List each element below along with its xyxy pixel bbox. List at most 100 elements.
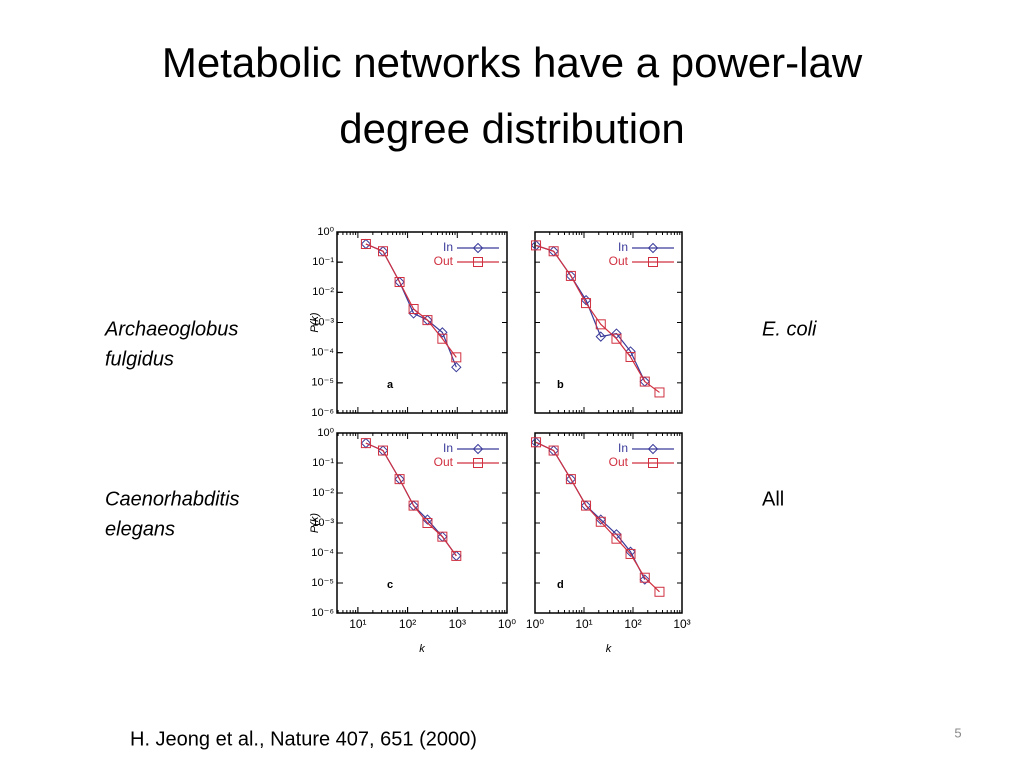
marker bbox=[611, 533, 622, 544]
y-tick-label: 10⁻⁶ bbox=[311, 407, 334, 419]
y-tick-label: 10⁻⁶ bbox=[311, 607, 334, 619]
marker bbox=[437, 333, 448, 344]
y-tick-label: 10⁰ bbox=[317, 427, 334, 439]
y-tick-label: 10⁻¹ bbox=[312, 256, 334, 268]
x-tick-label: 10¹ bbox=[575, 617, 592, 631]
y-tick-label: 10⁻² bbox=[312, 286, 334, 298]
marker bbox=[377, 246, 388, 257]
legend-label: In bbox=[443, 441, 453, 455]
x-tick-label: 10¹ bbox=[349, 617, 366, 631]
panel-letter: c bbox=[387, 579, 393, 591]
marker bbox=[451, 361, 462, 373]
citation: H. Jeong et al., Nature 407, 651 (2000) bbox=[130, 728, 477, 750]
y-tick-label: 10⁻⁵ bbox=[311, 577, 334, 589]
marker bbox=[531, 437, 542, 448]
marker bbox=[394, 474, 405, 485]
organism-label: Caenorhabditis bbox=[105, 488, 240, 510]
legend-label: In bbox=[618, 441, 628, 455]
marker bbox=[408, 304, 419, 315]
marker bbox=[422, 315, 433, 326]
y-tick-label: 10⁰ bbox=[317, 226, 334, 238]
y-tick-label: 10⁻³ bbox=[312, 316, 334, 328]
series-line bbox=[365, 243, 457, 358]
marker bbox=[451, 550, 462, 561]
marker bbox=[595, 516, 606, 527]
marker bbox=[639, 574, 650, 585]
x-tick-label: 10² bbox=[624, 617, 641, 631]
organism-label: fulgidus bbox=[105, 348, 174, 370]
panel-letter: a bbox=[387, 379, 394, 391]
series-line bbox=[535, 244, 660, 393]
marker bbox=[394, 277, 405, 288]
marker bbox=[548, 246, 559, 257]
marker bbox=[625, 548, 636, 559]
x-axis-label: k bbox=[419, 643, 425, 655]
organism-label: Archaeoglobus bbox=[104, 318, 238, 340]
legend-label: Out bbox=[609, 254, 629, 268]
marker bbox=[648, 458, 658, 468]
marker bbox=[422, 518, 433, 528]
marker bbox=[473, 458, 483, 468]
page-number: 5 bbox=[954, 725, 961, 740]
organism-label: All bbox=[762, 488, 784, 510]
plot-frame bbox=[336, 231, 508, 414]
x-axis-label: k bbox=[606, 643, 612, 655]
marker bbox=[408, 500, 419, 511]
y-axis-label: P(k) bbox=[309, 312, 321, 333]
marker bbox=[639, 572, 650, 583]
x-tick-label: 10⁰ bbox=[526, 617, 544, 631]
marker bbox=[451, 352, 462, 363]
legend-label: Out bbox=[609, 455, 629, 469]
marker bbox=[625, 351, 636, 362]
legend-label: In bbox=[443, 240, 453, 254]
legend-label: Out bbox=[434, 254, 454, 268]
y-tick-label: 10⁻⁴ bbox=[311, 547, 334, 559]
organism-label: E. coli bbox=[762, 318, 817, 340]
marker bbox=[473, 257, 483, 267]
x-tick-label: 10³ bbox=[673, 617, 690, 631]
marker bbox=[565, 474, 576, 485]
marker bbox=[360, 239, 371, 250]
x-tick-label: 10² bbox=[399, 617, 416, 631]
x-tick-label: 10⁰ bbox=[498, 617, 516, 631]
panel-letter: b bbox=[557, 379, 564, 391]
marker bbox=[472, 443, 484, 455]
organism-label: elegans bbox=[105, 518, 175, 540]
marker bbox=[531, 240, 542, 251]
marker bbox=[565, 270, 576, 281]
y-axis-label: P(k) bbox=[309, 513, 321, 534]
x-tick-label: 10³ bbox=[449, 617, 466, 631]
y-tick-label: 10⁻³ bbox=[312, 517, 334, 529]
marker bbox=[654, 387, 665, 398]
marker bbox=[595, 331, 606, 342]
marker bbox=[654, 586, 665, 597]
y-tick-label: 10⁻² bbox=[312, 487, 334, 499]
title-line: Metabolic networks have a power-law bbox=[162, 39, 863, 86]
marker bbox=[648, 257, 658, 267]
marker bbox=[377, 445, 388, 456]
y-tick-label: 10⁻⁵ bbox=[311, 377, 334, 389]
marker bbox=[647, 443, 659, 455]
marker bbox=[548, 445, 559, 456]
panel-letter: d bbox=[557, 579, 564, 591]
marker bbox=[595, 319, 606, 330]
marker bbox=[639, 376, 650, 387]
legend-label: In bbox=[618, 240, 628, 254]
series-line bbox=[535, 441, 660, 593]
marker bbox=[581, 298, 592, 309]
marker bbox=[437, 327, 448, 338]
y-tick-label: 10⁻⁴ bbox=[311, 347, 334, 359]
marker bbox=[611, 333, 622, 344]
marker bbox=[472, 242, 484, 254]
series-line bbox=[365, 442, 457, 557]
legend-label: Out bbox=[434, 455, 454, 469]
marker bbox=[437, 531, 448, 542]
marker bbox=[647, 242, 659, 254]
plot-frame bbox=[336, 432, 508, 614]
title-line: degree distribution bbox=[339, 105, 685, 152]
marker bbox=[625, 346, 636, 357]
marker bbox=[360, 438, 371, 449]
